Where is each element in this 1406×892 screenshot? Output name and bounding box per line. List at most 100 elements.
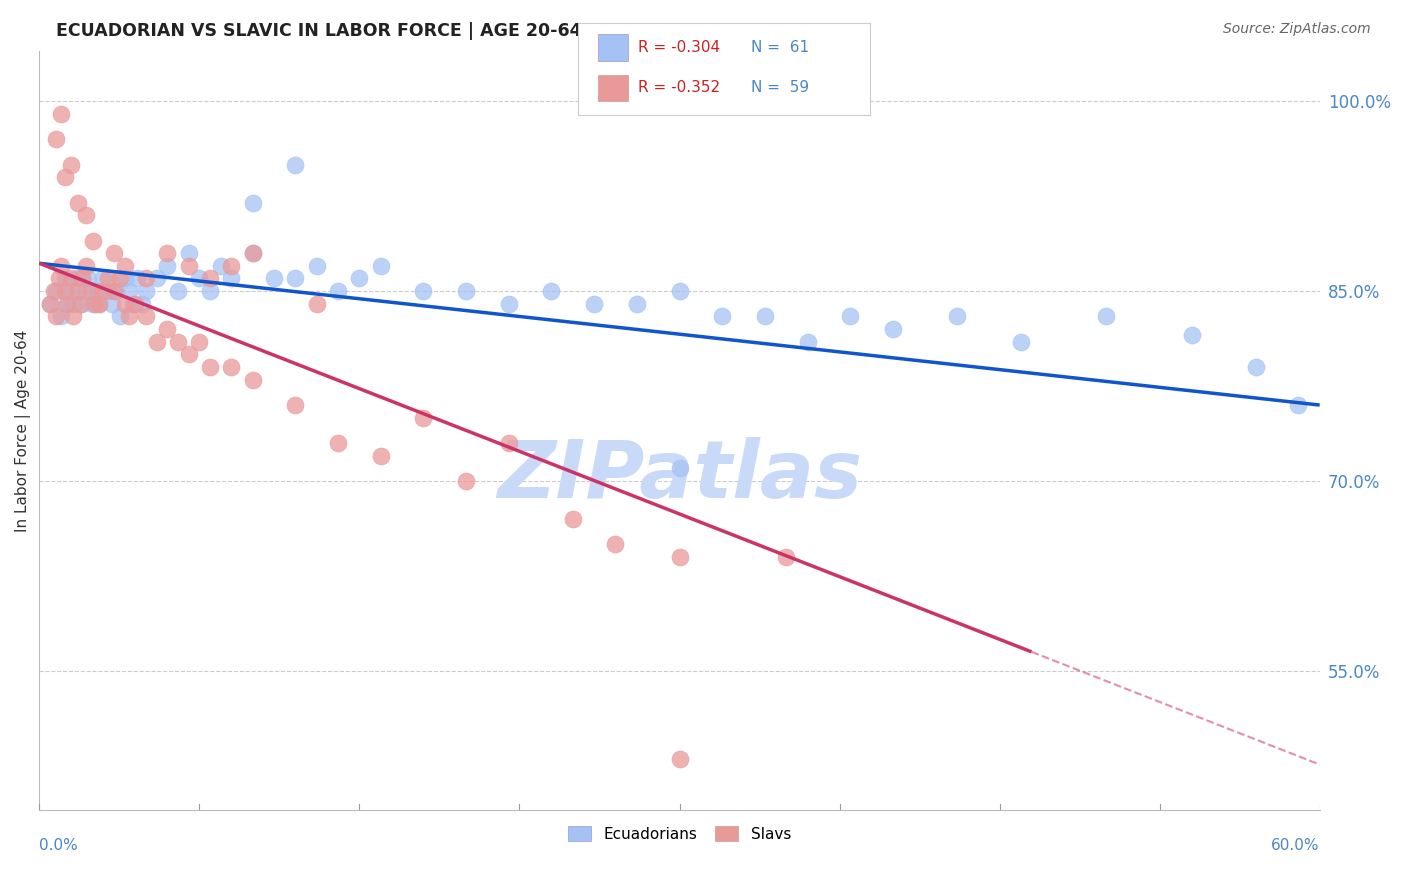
Point bbox=[221, 271, 243, 285]
Point bbox=[118, 310, 141, 324]
Point bbox=[177, 259, 200, 273]
Point bbox=[349, 271, 371, 285]
Point bbox=[1286, 398, 1309, 412]
Point bbox=[62, 297, 84, 311]
Point bbox=[75, 208, 97, 222]
Text: ECUADORIAN VS SLAVIC IN LABOR FORCE | AGE 20-64 CORRELATION CHART: ECUADORIAN VS SLAVIC IN LABOR FORCE | AG… bbox=[56, 22, 797, 40]
Point bbox=[114, 271, 136, 285]
Point bbox=[754, 310, 776, 324]
Point bbox=[242, 246, 264, 260]
Point bbox=[188, 334, 211, 349]
Point bbox=[69, 297, 91, 311]
Point bbox=[114, 259, 136, 273]
Point bbox=[177, 347, 200, 361]
Point bbox=[305, 297, 328, 311]
Point bbox=[75, 284, 97, 298]
Point bbox=[583, 297, 606, 311]
Point bbox=[45, 310, 67, 324]
Point bbox=[82, 297, 104, 311]
Point bbox=[60, 158, 83, 172]
Point bbox=[668, 284, 690, 298]
Point bbox=[326, 284, 349, 298]
Point bbox=[45, 284, 67, 298]
Point bbox=[198, 360, 221, 375]
Text: R = -0.352: R = -0.352 bbox=[638, 80, 720, 95]
Point bbox=[103, 246, 125, 260]
Text: 0.0%: 0.0% bbox=[39, 838, 79, 853]
Text: N =  59: N = 59 bbox=[751, 80, 808, 95]
Point bbox=[156, 246, 179, 260]
Point bbox=[839, 310, 862, 324]
Point bbox=[53, 170, 76, 185]
Point bbox=[1010, 334, 1032, 349]
Point bbox=[97, 271, 120, 285]
Point bbox=[122, 297, 145, 311]
Point bbox=[53, 284, 76, 298]
Point bbox=[561, 512, 583, 526]
Point bbox=[110, 310, 132, 324]
Point bbox=[456, 474, 478, 488]
Legend: Ecuadorians, Slavs: Ecuadorians, Slavs bbox=[562, 821, 797, 848]
Point bbox=[79, 284, 101, 298]
Text: 60.0%: 60.0% bbox=[1271, 838, 1320, 853]
Point bbox=[242, 246, 264, 260]
Point bbox=[49, 259, 72, 273]
Text: R = -0.304: R = -0.304 bbox=[638, 40, 720, 54]
Point bbox=[498, 436, 520, 450]
Point bbox=[1095, 310, 1118, 324]
Point bbox=[93, 284, 115, 298]
Point bbox=[135, 284, 157, 298]
Point bbox=[135, 271, 157, 285]
Y-axis label: In Labor Force | Age 20-64: In Labor Force | Age 20-64 bbox=[15, 329, 31, 532]
Point bbox=[198, 271, 221, 285]
Point bbox=[221, 259, 243, 273]
Point bbox=[135, 310, 157, 324]
Point bbox=[93, 271, 115, 285]
Point bbox=[412, 410, 434, 425]
Point bbox=[105, 284, 128, 298]
Point bbox=[668, 461, 690, 475]
Point bbox=[946, 310, 969, 324]
Point bbox=[796, 334, 818, 349]
Point bbox=[263, 271, 285, 285]
Point bbox=[284, 398, 307, 412]
Point bbox=[70, 297, 93, 311]
Point bbox=[39, 297, 62, 311]
Point bbox=[103, 284, 125, 298]
Point bbox=[114, 297, 136, 311]
Point bbox=[118, 284, 141, 298]
Point bbox=[605, 537, 627, 551]
Point bbox=[49, 107, 72, 121]
Point bbox=[127, 271, 149, 285]
Point bbox=[87, 297, 110, 311]
Point bbox=[97, 284, 120, 298]
Point bbox=[60, 284, 83, 298]
Point bbox=[145, 271, 167, 285]
Point bbox=[177, 246, 200, 260]
Point bbox=[56, 297, 79, 311]
Point bbox=[48, 271, 70, 285]
Point bbox=[167, 284, 190, 298]
Point bbox=[221, 360, 243, 375]
Point bbox=[242, 195, 264, 210]
Point bbox=[412, 284, 434, 298]
Point bbox=[86, 284, 108, 298]
Point bbox=[110, 271, 132, 285]
Point bbox=[62, 310, 84, 324]
Point bbox=[209, 259, 232, 273]
Point bbox=[326, 436, 349, 450]
Point bbox=[456, 284, 478, 298]
Point bbox=[305, 259, 328, 273]
Point bbox=[540, 284, 562, 298]
Text: ZIPatlas: ZIPatlas bbox=[496, 437, 862, 515]
Point bbox=[49, 310, 72, 324]
Point bbox=[101, 297, 124, 311]
Point bbox=[198, 284, 221, 298]
Point bbox=[370, 259, 392, 273]
Point bbox=[711, 310, 734, 324]
Point bbox=[1244, 360, 1267, 375]
Point bbox=[45, 132, 67, 146]
Point bbox=[775, 549, 797, 564]
Point bbox=[56, 297, 79, 311]
Point bbox=[75, 259, 97, 273]
